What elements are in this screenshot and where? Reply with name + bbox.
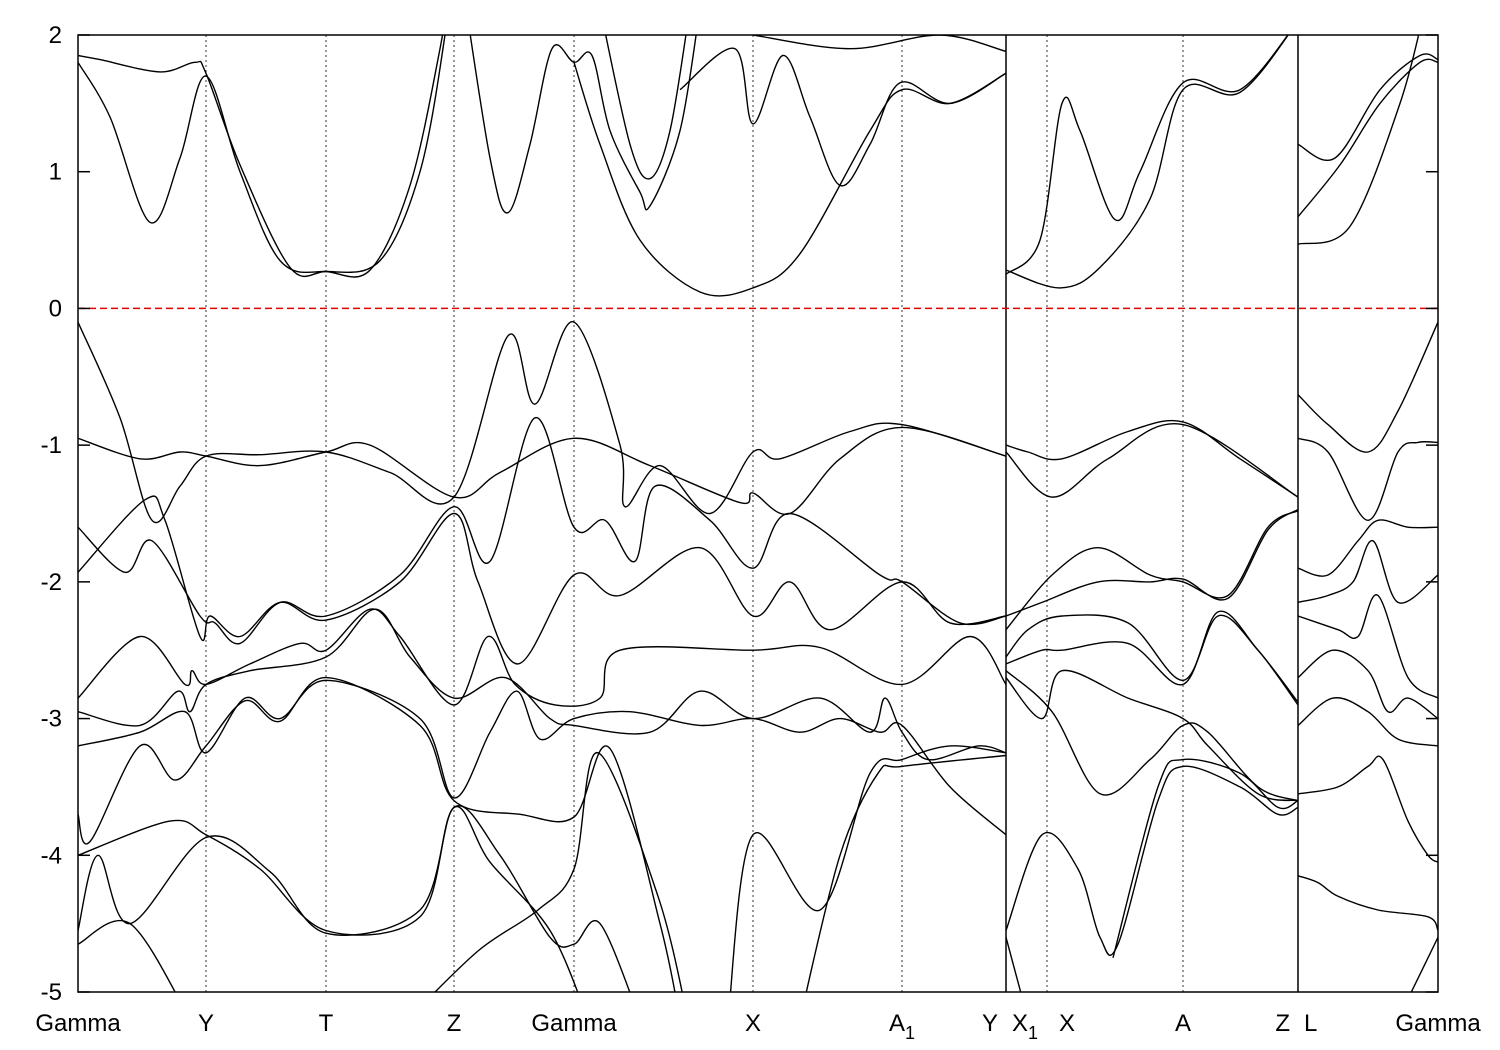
band-line	[1005, 610, 1299, 703]
band-line	[1297, 519, 1438, 577]
x-axis: Gamma Y T Z Gamma X A1 Y X1 X A Z L Gamma	[35, 1010, 1481, 1043]
band-line	[1005, 510, 1299, 631]
band-line	[78, 920, 176, 992]
x-tick-label: X1	[1012, 1010, 1038, 1043]
band-line	[1005, 419, 1299, 498]
band-line	[1297, 321, 1438, 453]
x-tick-label: Z	[1275, 1010, 1290, 1037]
band-line	[729, 745, 1007, 992]
band-line	[434, 752, 683, 992]
band-line	[1410, 936, 1438, 992]
band-line	[1297, 35, 1420, 245]
x-tick-label: Gamma	[531, 1010, 617, 1037]
band-line	[1005, 423, 1299, 498]
band-line	[78, 676, 676, 992]
y-tick-label: -3	[41, 706, 62, 733]
band-line	[1297, 58, 1438, 218]
plot-frame	[77, 34, 1439, 993]
x-tick-label: A	[1175, 1010, 1191, 1037]
band-line	[78, 805, 579, 992]
x-tick-label: X	[1059, 1010, 1075, 1037]
y-tick-label: -5	[41, 979, 62, 1006]
band-line	[1005, 937, 1022, 992]
band-line	[1297, 540, 1438, 604]
band-line	[1005, 508, 1299, 617]
band-line	[1297, 53, 1438, 161]
band-line	[1297, 755, 1438, 863]
x-tick-label: Gamma	[1395, 1010, 1481, 1037]
band-line	[1005, 35, 1289, 275]
band-line	[1297, 875, 1438, 931]
x-tick-label: L	[1304, 1010, 1317, 1037]
band-line	[1005, 670, 1299, 802]
x-tick-label: Gamma	[35, 1010, 121, 1037]
band-line	[1005, 765, 1299, 956]
band-line	[78, 608, 1007, 707]
y-tick-label: -4	[41, 842, 62, 869]
band-line	[469, 35, 697, 214]
band-line	[78, 426, 1007, 516]
band-line	[805, 754, 1007, 992]
y-axis: -5 -4 -3 -2 -1 0 1 2	[41, 22, 1438, 1006]
band-line	[679, 47, 1007, 187]
x-tick-label: T	[319, 1010, 334, 1037]
band-line	[78, 35, 444, 278]
band-line	[78, 35, 446, 274]
x-tick-subscript: 1	[905, 1023, 915, 1043]
y-tick-label: -1	[41, 432, 62, 459]
band-line	[1297, 649, 1438, 720]
x-tick-subscript: 1	[1028, 1023, 1038, 1043]
y-tick-label: 1	[49, 159, 62, 186]
x-tick-label: X	[745, 1010, 761, 1037]
band-line	[78, 608, 1007, 761]
band-line	[78, 321, 1007, 524]
band-line	[604, 35, 687, 180]
y-tick-label: 0	[49, 295, 62, 322]
band-line	[78, 417, 1007, 645]
band-line	[752, 35, 1007, 53]
symmetry-lines	[205, 35, 1299, 992]
band-line	[1005, 669, 1299, 802]
y-tick-label: -2	[41, 569, 62, 596]
band-line	[78, 804, 631, 992]
band-line	[1297, 437, 1438, 522]
x-tick-label: Z	[447, 1010, 462, 1037]
x-tick-label: Y	[198, 1010, 214, 1037]
bands	[78, 35, 1438, 992]
band-line	[78, 679, 1007, 836]
y-tick-label: 2	[49, 22, 62, 49]
band-line	[1112, 758, 1299, 958]
band-line	[1297, 594, 1438, 699]
x-tick-label: A1	[889, 1010, 915, 1043]
band-line	[1297, 697, 1438, 747]
band-line	[1005, 614, 1299, 706]
band-line	[78, 495, 1007, 665]
band-line	[1005, 35, 1289, 289]
band-line	[573, 62, 1007, 297]
x-tick-label: Y	[982, 1010, 998, 1037]
